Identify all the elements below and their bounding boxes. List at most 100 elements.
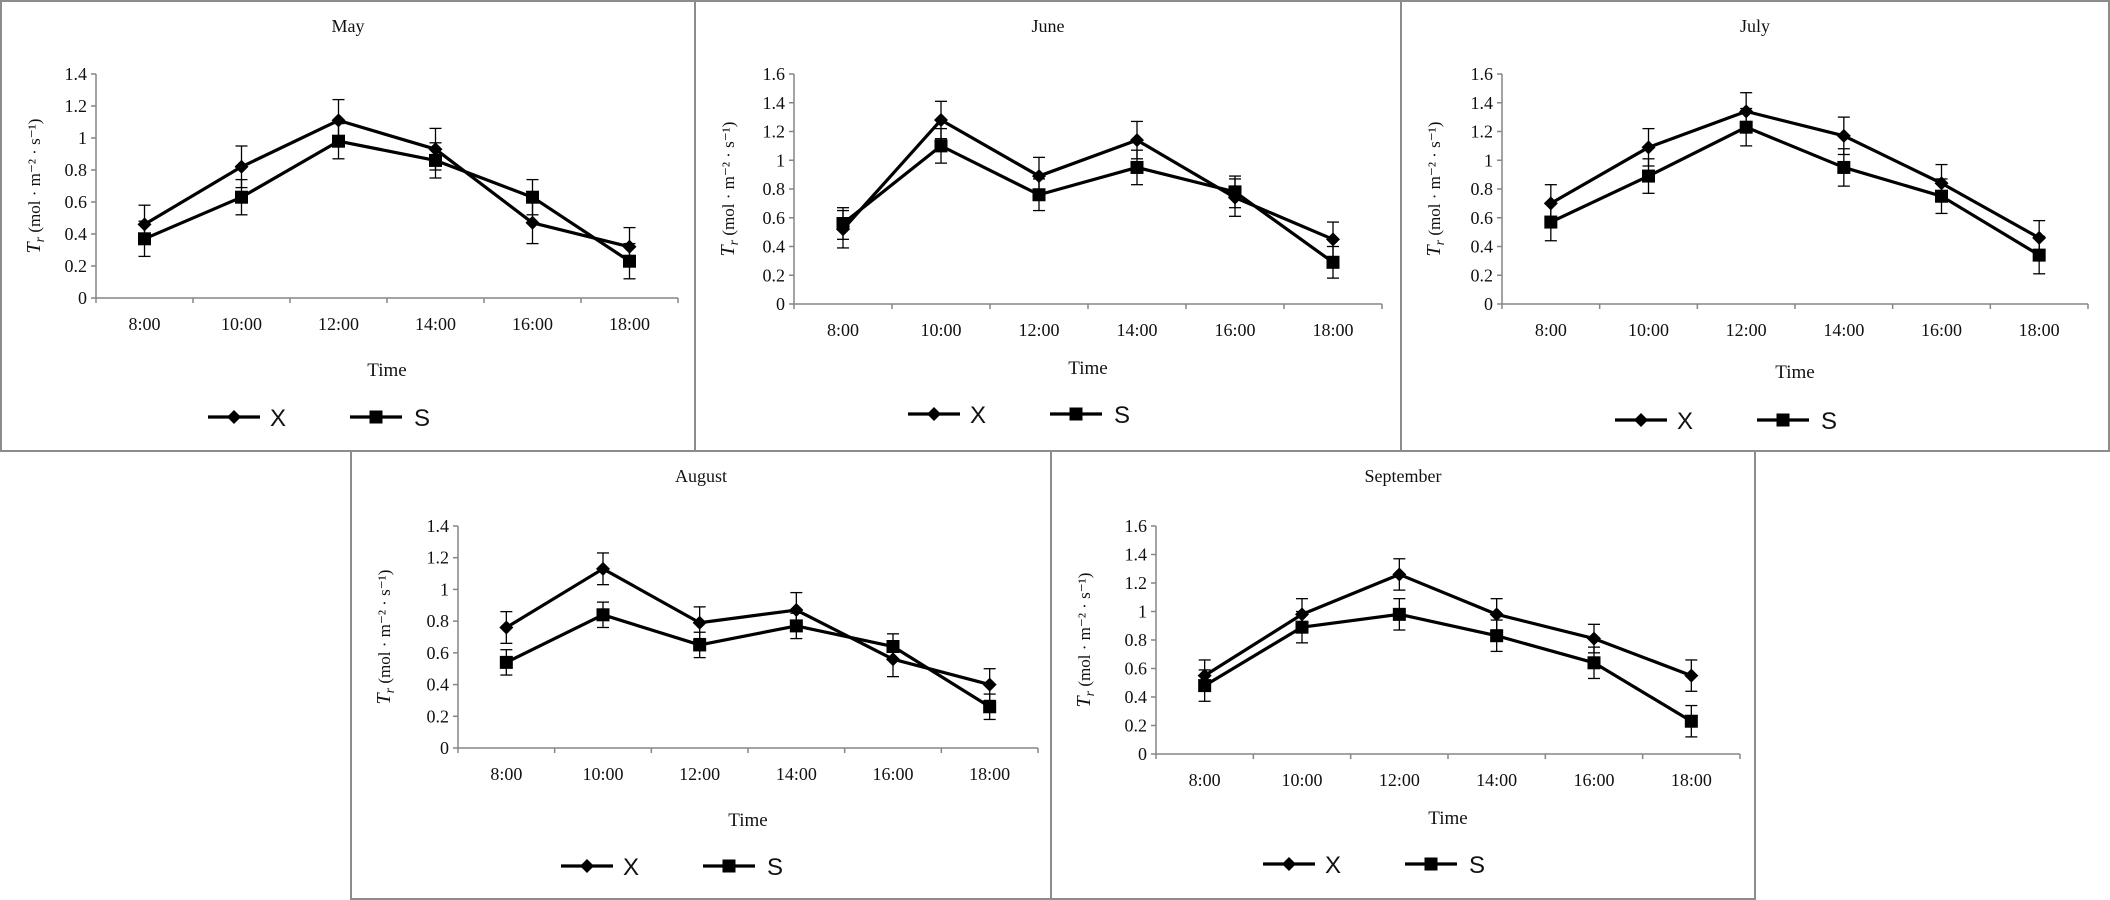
x-tick-label: 14:00 [1476,770,1517,790]
x-axis-label: Time [1428,808,1467,829]
x-tick-label: 10:00 [582,764,623,784]
data-point [332,134,345,148]
y-tick-label: 1.2 [427,548,450,568]
y-tick-label: 1 [776,150,785,170]
y-tick-label: 0.4 [763,237,786,257]
y-axis-label-symbol: T [23,240,45,253]
series-x [137,98,637,267]
legend-x-label: X [1325,852,1341,879]
y-tick-label: 1.6 [763,64,786,84]
x-tick-label: 14:00 [1823,320,1864,340]
x-tick-label: 16:00 [1214,320,1255,340]
data-point [1228,185,1242,199]
data-point [789,619,803,633]
series-line [143,139,631,263]
series-s [138,122,636,280]
y-tick-label: 0.2 [1471,265,1494,285]
data-point [525,215,540,230]
y-tick-label: 0.6 [763,208,786,228]
x-tick-label: 14:00 [415,314,456,334]
legend-s-label: S [767,854,783,881]
y-tick-label: 0.4 [427,675,450,695]
data-point [235,190,248,204]
series-line [842,144,1334,264]
x-tick-label: 18:00 [1671,770,1712,790]
y-tick-label: 1.2 [65,96,88,116]
y-axis-label: Tr (mol · m⁻² · s⁻¹) [1423,122,1448,257]
data-point [499,655,513,669]
legend-s-marker [1069,407,1083,421]
series-s [836,127,1340,279]
y-tick-label: 0.8 [763,179,786,199]
x-tick-label: 8:00 [490,764,522,784]
legend-x-marker [1634,413,1648,427]
y-axis-label-units: (mol · m⁻² · s⁻¹) [1075,573,1094,691]
series-line [143,118,630,249]
x-tick-label: 18:00 [1312,320,1353,340]
legend-s-label: S [1821,408,1837,435]
data-point [982,677,997,692]
series-x [1543,92,2047,256]
x-axis-label: Time [1068,358,1107,379]
data-point [1836,128,1851,143]
data-point [1489,607,1504,622]
legend-s-label: S [1114,402,1130,429]
chart-svg-may: May 0 0.2 0.4 0.6 0.8 1 1.2 1.4 8:00 10:00 12:00 14:… [23,16,679,432]
y-tick-label: 0.2 [1125,716,1148,736]
y-tick-label: 0.6 [1125,659,1148,679]
y-tick-label: 0.6 [1471,208,1494,228]
chart-svg-september: September 0 0.2 0.4 0.6 0.8 1 1.2 1.4 1.6 8:00 10:0… [1073,466,1741,879]
x-tick-label: 16:00 [1921,320,1962,340]
series-line [1550,109,2040,240]
x-axis-label: Time [728,810,767,831]
y-tick-label: 0.2 [65,256,88,276]
x-tick-label: 16:00 [512,314,553,334]
data-point [1032,188,1046,202]
y-tick-label: 1.4 [427,516,450,536]
x-tick-label: 18:00 [969,764,1010,784]
legend-s-label: S [414,405,430,432]
series-line [505,613,991,709]
chart-svg-july: July 0 0.2 0.4 0.6 0.8 1 1.2 1.4 1.6 8:00 10:00 12:0… [1423,16,2089,435]
y-tick-label: 1.2 [763,122,786,142]
data-point [429,153,442,167]
series-s [1198,598,1698,738]
y-tick-label: 1 [1138,602,1147,622]
legend-x-label: X [623,854,639,881]
data-point [836,217,850,230]
legend-x-marker [1282,857,1296,871]
x-tick-label: 12:00 [1379,770,1420,790]
x-tick-label: 8:00 [128,314,160,334]
series-line [505,567,991,687]
x-tick-label: 10:00 [920,320,961,340]
y-tick-label: 1 [440,579,449,599]
data-point [234,159,249,174]
legend-x-label: X [270,405,286,432]
y-tick-label: 0.8 [1125,630,1148,650]
series-line [1203,572,1692,678]
y-tick-label: 1.4 [763,93,786,113]
data-point [692,615,707,630]
data-point [693,638,707,652]
x-tick-label: 18:00 [609,314,650,334]
y-axis-label: Tr (mol · m⁻² · s⁻¹) [1073,573,1098,708]
legend-x-marker [580,859,594,873]
y-axis-label-subscript: r [33,236,48,242]
x-axis-label: Time [367,360,406,381]
data-point [1587,631,1601,646]
y-tick-label: 0.8 [1471,179,1494,199]
data-point [1641,140,1656,155]
y-axis-label-symbol: T [373,691,395,704]
data-point [623,254,636,268]
data-point [2032,248,2046,262]
x-tick-label: 8:00 [1189,770,1221,790]
data-point [1130,160,1144,174]
y-tick-label: 1.4 [1471,93,1494,113]
x-tick-label: 12:00 [318,314,359,334]
x-tick-label: 16:00 [1573,770,1614,790]
y-tick-label: 1.4 [1125,545,1148,565]
chart-title: May [332,16,365,36]
y-tick-label: 1 [1484,150,1493,170]
data-point [1130,133,1144,148]
